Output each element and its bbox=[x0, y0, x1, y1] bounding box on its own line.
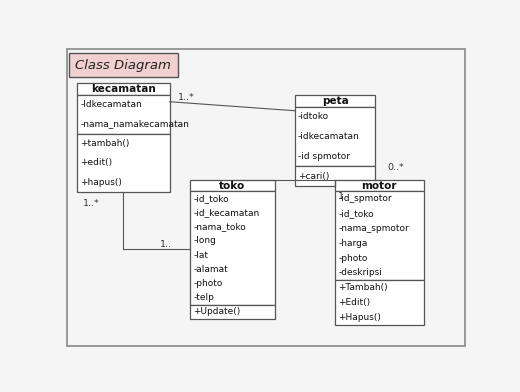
Text: +Tambah(): +Tambah() bbox=[338, 283, 388, 292]
Text: -id_spmotor: -id_spmotor bbox=[338, 194, 392, 203]
Text: 0..*: 0..* bbox=[387, 163, 404, 172]
Text: -photo: -photo bbox=[193, 279, 223, 288]
Bar bbox=[77, 95, 170, 134]
Text: -idtoko: -idtoko bbox=[298, 112, 329, 121]
Bar bbox=[335, 180, 424, 191]
Text: +Edit(): +Edit() bbox=[338, 298, 370, 307]
Text: -id_toko: -id_toko bbox=[338, 209, 374, 218]
Text: -long: -long bbox=[193, 236, 216, 245]
Text: +edit(): +edit() bbox=[80, 158, 112, 167]
Text: -harga: -harga bbox=[338, 239, 368, 248]
Bar bbox=[335, 280, 424, 325]
Text: kecamatan: kecamatan bbox=[91, 84, 156, 94]
Bar bbox=[190, 305, 275, 319]
Bar bbox=[335, 191, 424, 280]
Bar bbox=[295, 95, 375, 107]
Text: -lat: -lat bbox=[193, 250, 208, 260]
Text: -nama_spmotor: -nama_spmotor bbox=[338, 224, 409, 233]
Text: +Update(): +Update() bbox=[193, 307, 240, 316]
Text: -Idkecamatan: -Idkecamatan bbox=[80, 100, 142, 109]
Text: toko: toko bbox=[219, 181, 245, 191]
Text: Class Diagram: Class Diagram bbox=[75, 59, 172, 72]
Text: 1: 1 bbox=[338, 192, 344, 201]
Bar bbox=[295, 166, 375, 186]
Text: -id spmotor: -id spmotor bbox=[298, 152, 350, 161]
Bar bbox=[69, 53, 178, 77]
Text: -telp: -telp bbox=[193, 293, 214, 302]
Bar bbox=[190, 180, 275, 191]
Text: -deskripsi: -deskripsi bbox=[338, 269, 382, 278]
Text: 1..*: 1..* bbox=[178, 93, 194, 102]
Text: -nama_namakecamatan: -nama_namakecamatan bbox=[80, 120, 189, 129]
Text: -alamat: -alamat bbox=[193, 265, 228, 274]
Text: -photo: -photo bbox=[338, 254, 368, 263]
Text: -id_kecamatan: -id_kecamatan bbox=[193, 208, 259, 217]
Bar bbox=[77, 134, 170, 192]
Text: +tambah(): +tambah() bbox=[80, 139, 129, 148]
Bar bbox=[295, 107, 375, 166]
Text: 1..: 1.. bbox=[160, 240, 172, 249]
Text: +hapus(): +hapus() bbox=[80, 178, 122, 187]
Text: peta: peta bbox=[322, 96, 348, 106]
Bar bbox=[77, 83, 170, 95]
Text: -id_toko: -id_toko bbox=[193, 194, 229, 203]
Text: +Hapus(): +Hapus() bbox=[338, 313, 381, 322]
Text: -nama_toko: -nama_toko bbox=[193, 222, 246, 231]
Text: motor: motor bbox=[361, 181, 397, 191]
Bar bbox=[190, 191, 275, 305]
Text: +cari(): +cari() bbox=[298, 172, 329, 180]
Text: 1..*: 1..* bbox=[83, 200, 100, 209]
Text: -idkecamatan: -idkecamatan bbox=[298, 132, 360, 141]
